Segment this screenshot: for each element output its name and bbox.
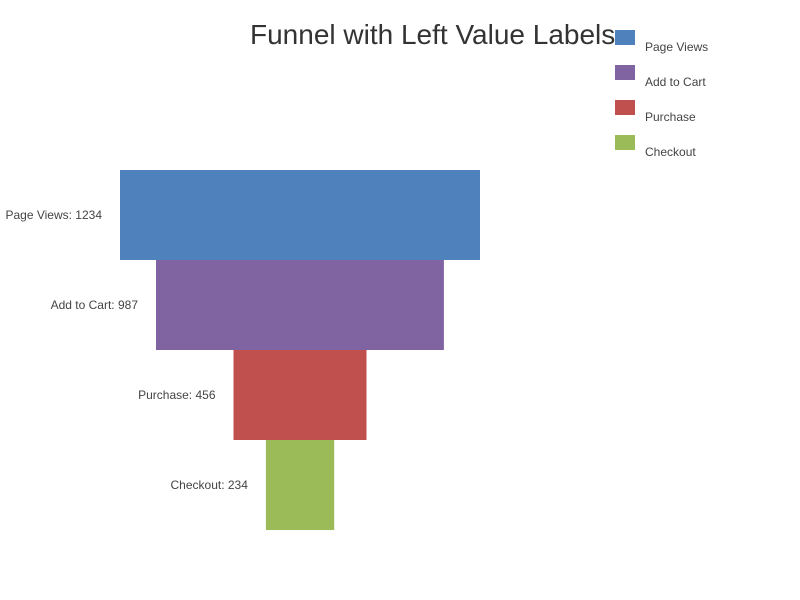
legend-label-add-to-cart: Add to Cart xyxy=(645,75,706,89)
legend-swatch-purchase xyxy=(615,100,635,115)
funnel-bar-purchase xyxy=(233,350,367,440)
funnel-bar-checkout xyxy=(265,440,335,530)
funnel-value-labels: Page Views: 1234 Add to Cart: 987 Purchase… xyxy=(5,208,248,492)
funnel-bar-add-to-cart xyxy=(156,260,444,350)
chart-title: Funnel with Left Value Labels xyxy=(250,19,615,50)
value-label-checkout: Checkout: 234 xyxy=(171,478,249,492)
funnel-bars xyxy=(120,170,480,530)
legend-swatch-checkout xyxy=(615,135,635,150)
chart-legend: Page Views Add to Cart Purchase Checkout xyxy=(615,30,708,159)
legend-swatch-add-to-cart xyxy=(615,65,635,80)
value-label-add-to-cart: Add to Cart: 987 xyxy=(51,298,139,312)
funnel-bar-page-views xyxy=(120,170,480,260)
legend-swatch-page-views xyxy=(615,30,635,45)
legend-label-checkout: Checkout xyxy=(645,145,696,159)
value-label-purchase: Purchase: 456 xyxy=(138,388,216,402)
legend-label-page-views: Page Views xyxy=(645,40,708,54)
value-label-page-views: Page Views: 1234 xyxy=(5,208,102,222)
legend-label-purchase: Purchase xyxy=(645,110,696,124)
